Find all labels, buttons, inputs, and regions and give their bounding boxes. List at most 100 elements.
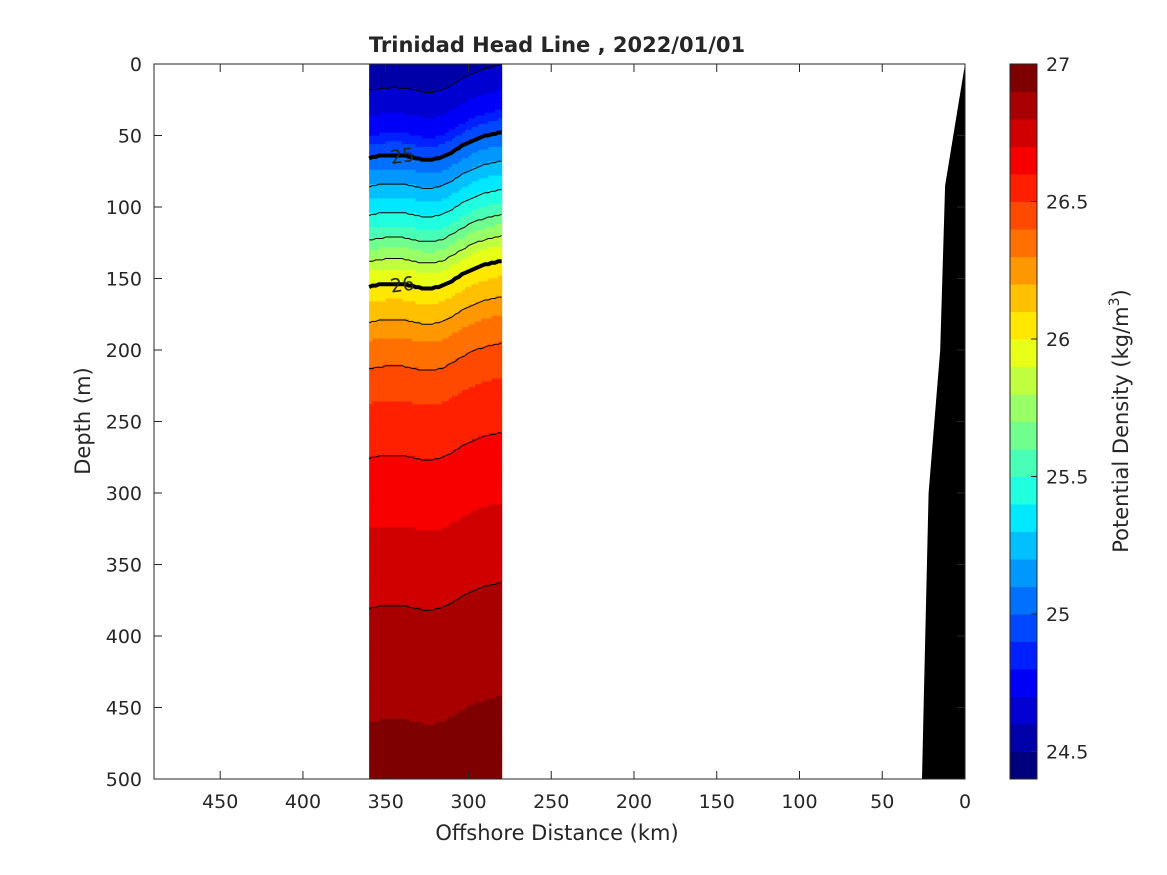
density-cell (398, 461, 403, 465)
density-cell (398, 681, 403, 686)
density-cell (412, 335, 417, 340)
density-cell (415, 587, 420, 591)
density-cell (405, 676, 410, 680)
density-cell (375, 630, 380, 634)
density-cell (379, 124, 383, 128)
density-cell (418, 272, 423, 277)
density-cell (385, 361, 390, 365)
density-cell (372, 764, 377, 769)
density-cell (392, 564, 397, 568)
density-cell (425, 126, 430, 131)
density-cell (389, 595, 393, 600)
density-cell (389, 315, 393, 320)
density-cell (372, 678, 377, 683)
density-cell (385, 447, 390, 451)
density-cell (418, 315, 423, 320)
density-cell (389, 104, 393, 108)
density-cell (382, 92, 387, 97)
density-cell (432, 281, 436, 285)
density-cell (369, 487, 374, 491)
density-cell (379, 701, 383, 706)
density-cell (408, 618, 413, 623)
density-cell (415, 292, 420, 297)
density-cell (428, 707, 433, 711)
density-cell (369, 404, 374, 408)
density-cell (415, 664, 420, 669)
density-cell (428, 218, 433, 222)
density-cell (418, 350, 423, 354)
density-cell (389, 624, 393, 629)
density-cell (375, 181, 380, 185)
density-cell (375, 432, 380, 437)
density-cell (369, 315, 374, 320)
density-cell (375, 341, 380, 345)
density-cell (432, 164, 436, 168)
density-cell (422, 495, 427, 500)
density-cell (415, 630, 420, 634)
density-cell (432, 687, 436, 691)
density-cell (379, 198, 383, 202)
density-cell (402, 186, 407, 191)
density-cell (372, 72, 377, 77)
density-cell (408, 178, 413, 182)
density-cell (402, 404, 407, 408)
density-cell (432, 238, 436, 242)
density-cell (375, 495, 380, 500)
density-cell (395, 312, 400, 317)
density-cell (372, 470, 377, 474)
density-cell (432, 327, 436, 331)
density-cell (398, 533, 403, 537)
density-cell (389, 212, 393, 217)
density-cell (415, 92, 420, 97)
density-cell (369, 478, 374, 483)
density-cell (379, 395, 383, 400)
density-cell (395, 641, 400, 646)
density-cell (415, 756, 420, 760)
density-cell (432, 553, 436, 557)
density-cell (382, 733, 387, 737)
density-cell (418, 192, 423, 197)
density-cell (382, 329, 387, 334)
density-cell (428, 358, 433, 363)
density-cell (385, 124, 390, 128)
density-cell (379, 455, 383, 460)
density-cell (375, 410, 380, 414)
density-cell (392, 527, 397, 531)
density-cell (372, 447, 377, 451)
density-cell (425, 495, 430, 500)
density-cell (375, 138, 380, 142)
density-cell (372, 412, 377, 417)
density-cell (418, 415, 423, 420)
density-cell (369, 767, 374, 772)
density-cell (372, 281, 377, 285)
density-cell (369, 335, 374, 340)
density-cell (422, 578, 427, 583)
density-cell (379, 138, 383, 142)
density-cell (422, 624, 427, 629)
density-cell (428, 455, 433, 460)
density-cell (428, 410, 433, 414)
density-cell (392, 472, 397, 477)
density-cell (405, 81, 410, 85)
density-cell (405, 146, 410, 151)
density-cell (405, 352, 410, 357)
density-cell (398, 195, 403, 200)
density-cell (408, 198, 413, 202)
density-cell (372, 495, 377, 500)
density-cell (402, 287, 407, 291)
density-cell (402, 747, 407, 751)
density-cell (382, 630, 387, 634)
density-cell (432, 344, 436, 348)
density-cell (382, 292, 387, 297)
density-cell (375, 472, 380, 477)
density-cell (385, 581, 390, 586)
density-cell (398, 412, 403, 417)
density-cell (382, 221, 387, 225)
density-cell (379, 252, 383, 257)
density-cell (372, 667, 377, 671)
density-cell (375, 747, 380, 751)
density-cell (398, 186, 403, 191)
density-cell (432, 533, 436, 537)
density-cell (415, 447, 420, 451)
density-cell (412, 324, 417, 328)
